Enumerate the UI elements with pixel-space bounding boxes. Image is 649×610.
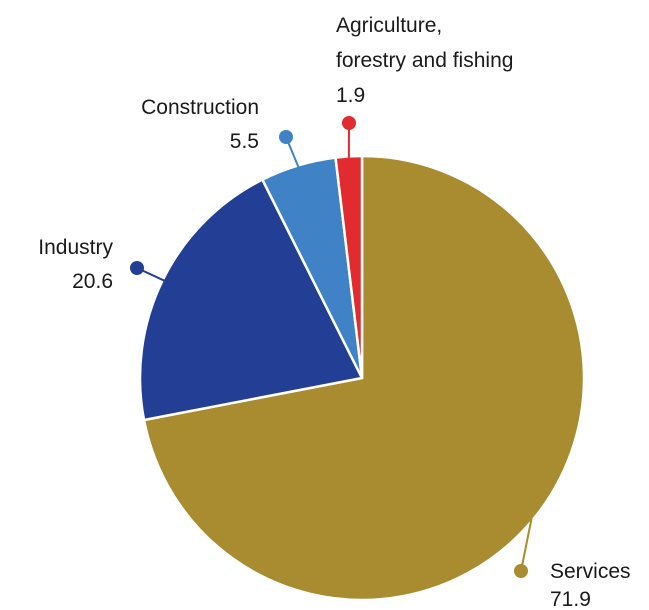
label-construction-name: Construction [141, 96, 259, 119]
leader-dot-construction [279, 130, 293, 144]
leader-line-services [520, 517, 533, 572]
label-leaders [130, 116, 533, 578]
label-industry-value: 20.6 [72, 270, 113, 293]
leader-dot-industry [130, 261, 144, 275]
pie-slices [138, 154, 586, 602]
label-industry-name: Industry [38, 236, 113, 259]
leader-dot-services [514, 564, 528, 578]
label-agriculture-line2: forestry and fishing [336, 49, 513, 72]
leader-dot-agriculture-forestry-and-fishing [342, 116, 356, 130]
label-services-value: 71.9 [550, 588, 591, 610]
label-construction-value: 5.5 [230, 130, 259, 153]
slice-services [142, 154, 586, 602]
label-agriculture-value: 1.9 [336, 84, 365, 107]
label-services-name: Services [550, 560, 631, 583]
label-agriculture-line1: Agriculture, [336, 14, 442, 37]
slice-labels: Agriculture, forestry and fishing 1.9 Co… [38, 14, 630, 610]
